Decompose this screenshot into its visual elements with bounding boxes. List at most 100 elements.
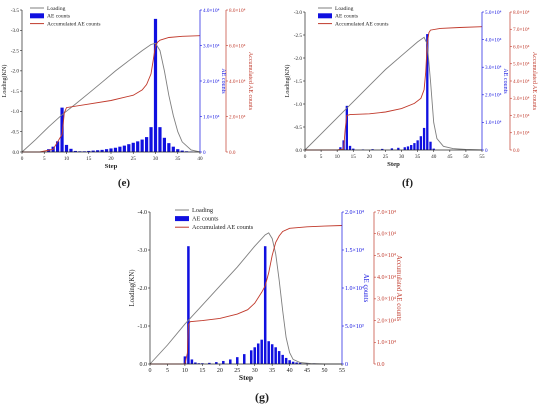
ae-count-bar xyxy=(345,105,348,150)
ae-count-bar xyxy=(96,150,100,152)
x-tick-label: 55 xyxy=(339,368,345,374)
accumulated-ae-line xyxy=(150,225,343,365)
ae-y-tick-label: 4.0×10⁴ xyxy=(485,37,502,43)
ae-count-bar xyxy=(429,141,432,150)
ae-count-bar xyxy=(69,148,73,152)
legend-loading-label: Loading xyxy=(47,6,66,12)
ae-count-bar xyxy=(118,146,122,152)
ae-count-bar xyxy=(249,350,253,364)
ae-count-bar xyxy=(339,147,342,150)
left-y-axis-title: Loading(KN) xyxy=(129,270,136,307)
legend-accumulated-label: Accumulated AE counts xyxy=(335,21,388,27)
x-tick-label: 15 xyxy=(86,156,92,162)
ae-y-tick-label: 4.0×10⁴ xyxy=(203,8,220,14)
ae-count-bar xyxy=(236,357,239,364)
loading-line xyxy=(304,36,483,151)
left-y-tick-label: -3.0 xyxy=(294,10,303,16)
left-y-tick-label: -4.0 xyxy=(138,210,148,216)
ae-y-tick-label: 0 xyxy=(345,362,348,368)
ae-y-tick-label: 1.0×10⁴ xyxy=(345,286,364,292)
x-tick-label: 0 xyxy=(21,156,24,162)
ae-count-bar xyxy=(183,356,187,364)
ae-count-bar xyxy=(185,151,189,152)
accumulated-y-tick-label: 1.0×10⁴ xyxy=(377,340,396,346)
ae-count-bar xyxy=(291,361,295,364)
accumulated-y-tick-label: 3.0×10⁴ xyxy=(377,297,396,303)
accumulated-y-tick-label: 2.0×10⁴ xyxy=(377,318,396,324)
legend-accumulated-label: Accumulated AE counts xyxy=(47,21,100,27)
x-tick-label: 35 xyxy=(415,154,421,160)
ae-y-tick-label: 1.0×10⁴ xyxy=(203,114,220,120)
ae-count-bar xyxy=(171,146,175,152)
ae-count-bar xyxy=(149,127,153,152)
x-tick-label: 35 xyxy=(269,368,275,374)
ae-count-bar xyxy=(194,362,197,364)
ae-count-bar xyxy=(136,141,140,152)
ae-count-bar xyxy=(222,360,225,364)
ae-y-axis-title: AE counts xyxy=(502,68,508,94)
left-y-tick-label: -1.5 xyxy=(11,89,20,95)
ae-y-tick-label: 2.0×10⁴ xyxy=(485,93,502,99)
left-y-tick-label: -0.5 xyxy=(11,130,20,136)
accumulated-y-tick-label: 2.0×10⁴ xyxy=(229,114,246,120)
ae-count-bar xyxy=(298,362,302,364)
chart-panel-f: 0 5 10 15 20 25 30 35 40 45 50 55 0.0 -0.5 -1.0 -1.5 -2.… xyxy=(284,6,537,189)
ae-count-bar xyxy=(263,246,267,364)
ae-count-bar xyxy=(277,351,281,364)
left-y-tick-label: -2.0 xyxy=(11,69,20,75)
ae-count-bar xyxy=(352,148,355,150)
accumulated-y-tick-label: 4.0×10⁴ xyxy=(513,79,530,85)
ae-y-tick-label: 2.0×10⁴ xyxy=(345,210,364,216)
loading-line xyxy=(149,232,342,365)
chart-panel-e: 0 5 10 15 20 25 30 35 40 0.0 -0.5 -1.0 -1.5 -2.0 -2.5 -… xyxy=(1,6,253,189)
ae-count-bar xyxy=(55,141,60,152)
left-y-tick-label: -1.0 xyxy=(138,324,148,330)
ae-count-bar xyxy=(397,147,400,150)
x-tick-label: 40 xyxy=(197,156,203,162)
ae-y-tick-label: 3.0×10⁴ xyxy=(203,43,220,49)
left-y-tick-label: -3.0 xyxy=(138,248,148,254)
legend-ae-swatch xyxy=(30,13,44,19)
accumulated-y-tick-label: 8.0×10⁴ xyxy=(229,8,246,14)
accumulated-y-tick-label: 4.0×10⁴ xyxy=(229,79,246,85)
ae-y-axis-title: AE counts xyxy=(220,68,226,94)
ae-count-bar xyxy=(87,150,91,152)
panel-label: (g) xyxy=(255,390,269,404)
legend-ae-label: AE counts xyxy=(47,14,70,20)
loading-line xyxy=(21,42,201,153)
x-tick-label: 25 xyxy=(234,368,240,374)
accumulated-y-axis-title: Accumulated AE counts xyxy=(247,52,253,111)
left-y-tick-label: 0.0 xyxy=(296,148,303,154)
left-y-tick-label: -1.5 xyxy=(294,79,303,85)
x-tick-label: 20 xyxy=(367,154,373,160)
accumulated-y-tick-label: 8.0×10⁴ xyxy=(513,10,530,16)
ae-count-bar xyxy=(82,151,86,152)
ae-count-bar xyxy=(140,139,144,152)
accumulated-y-tick-label: 0.0 xyxy=(377,362,385,368)
ae-count-bar xyxy=(267,341,270,364)
accumulated-y-tick-label: 0.0 xyxy=(229,150,236,156)
x-tick-label: 30 xyxy=(153,156,159,162)
x-tick-label: 5 xyxy=(166,368,169,374)
chart-panel-g: 0 5 10 15 20 25 30 35 40 45 50 55 0.0 -1.0 -2.0 -3.0 -4.… xyxy=(129,207,402,404)
ae-count-bar xyxy=(274,347,277,364)
ae-count-bar xyxy=(162,137,167,152)
ae-y-tick-label: 3.0×10⁴ xyxy=(485,65,502,71)
ae-count-bar xyxy=(153,18,158,152)
x-tick-label: 35 xyxy=(175,156,181,162)
ae-y-tick-label: 2.0×10⁴ xyxy=(203,79,220,85)
ae-count-bar xyxy=(208,362,211,364)
legend-accumulated-label: Accumulated AE counts xyxy=(192,224,254,231)
legend-ae-swatch xyxy=(175,216,189,222)
legend-loading-label: Loading xyxy=(192,207,214,214)
ae-count-bar xyxy=(187,246,190,364)
left-y-axis-title: Loading(KN) xyxy=(284,65,291,98)
x-tick-label: 0 xyxy=(149,368,152,374)
ae-count-bar xyxy=(260,339,263,364)
accumulated-y-tick-label: 4.0×10⁴ xyxy=(377,275,396,281)
accumulated-y-tick-label: 6.0×10⁴ xyxy=(513,44,530,50)
left-y-tick-label: -2.0 xyxy=(138,286,148,292)
x-tick-label: 15 xyxy=(351,154,357,160)
x-tick-label: 0 xyxy=(304,154,307,160)
